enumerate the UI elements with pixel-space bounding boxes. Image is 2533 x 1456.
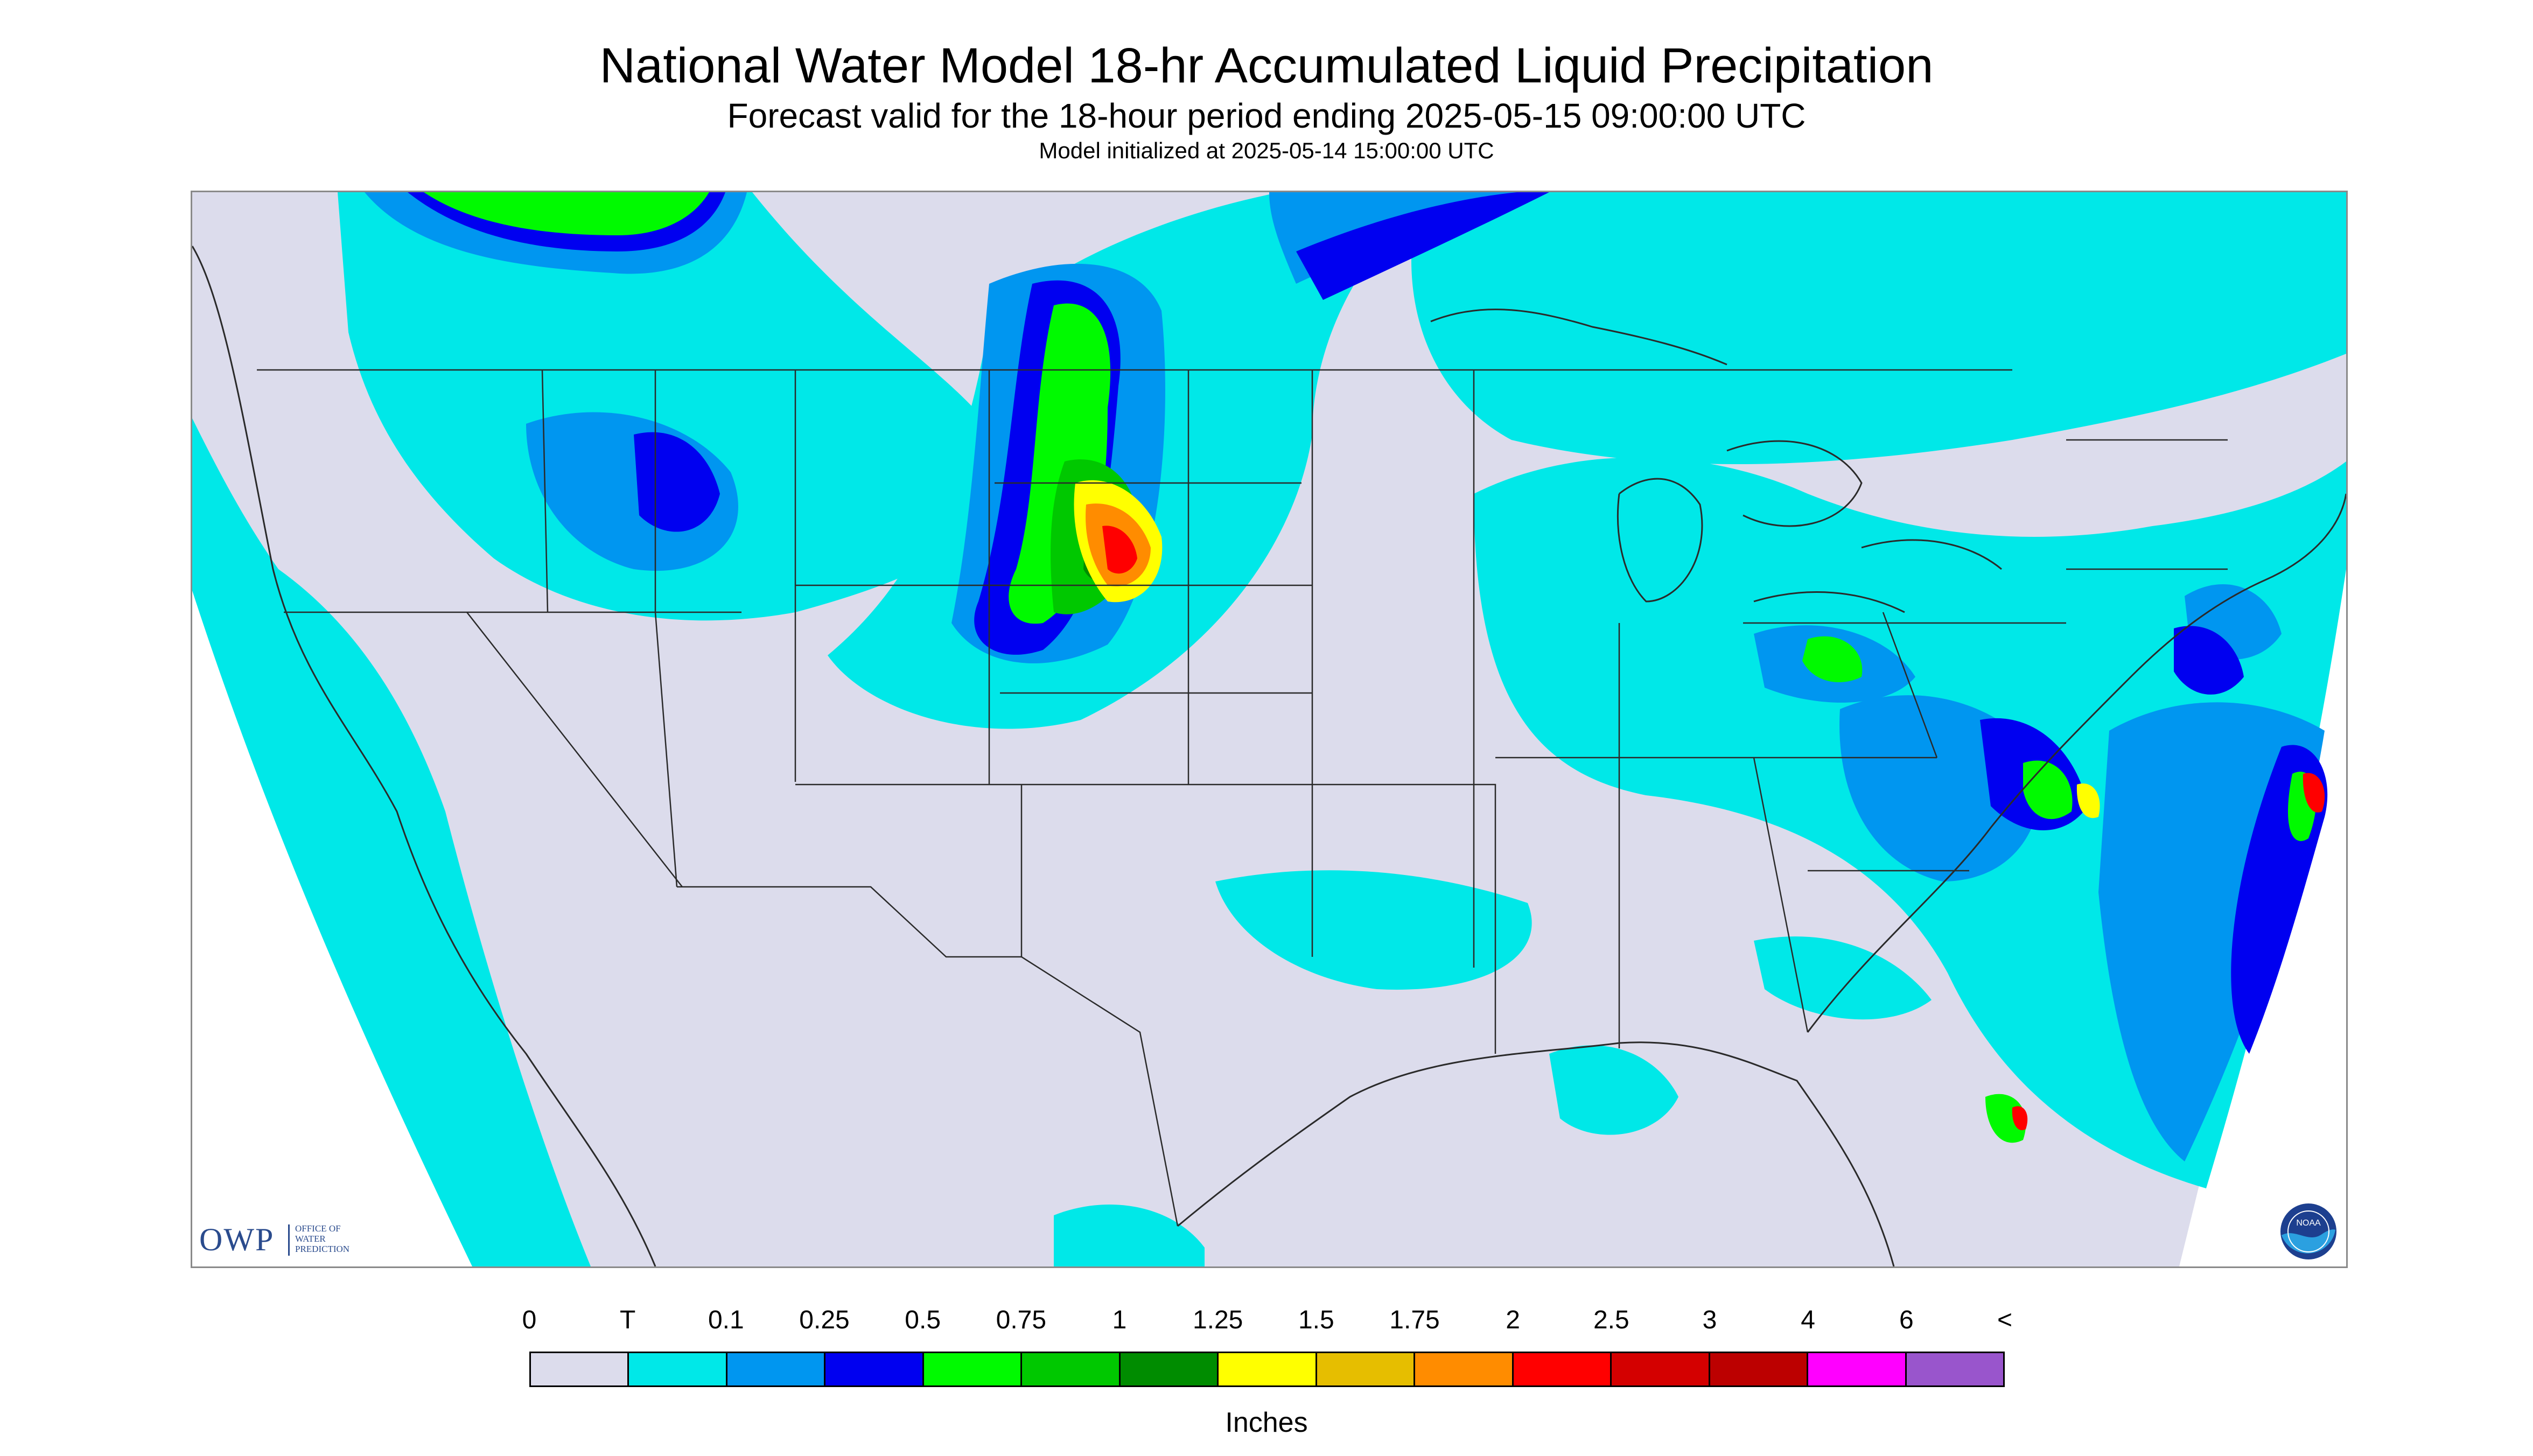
legend-tick-label: 1.5: [1298, 1306, 1334, 1334]
legend-swatch: [1120, 1353, 1219, 1385]
map-canvas: [192, 192, 2346, 1266]
legend-swatch: [923, 1353, 1023, 1385]
legend-swatch: [1219, 1353, 1317, 1385]
legend-tick-label: 0: [522, 1306, 537, 1334]
legend-tick-label: 2.5: [1593, 1306, 1629, 1334]
peak-precip-layer: [1074, 480, 2325, 1130]
legend-tick-label: 4: [1801, 1306, 1816, 1334]
legend-swatch: [1513, 1353, 1612, 1385]
legend-tick-label: 1: [1112, 1306, 1127, 1334]
legend-swatch: [1906, 1353, 2004, 1385]
legend-swatch: [727, 1353, 826, 1385]
legend-tick-label: <: [1997, 1306, 2013, 1334]
legend-tick-label: 0.5: [905, 1306, 941, 1334]
legend-swatch: [1808, 1353, 1907, 1385]
legend-swatch: [629, 1353, 727, 1385]
legend-tick-label: T: [619, 1306, 636, 1334]
color-scale-legend: [529, 1352, 2005, 1387]
owp-logo-divider: [288, 1224, 290, 1256]
noaa-logo-text: NOAA: [2296, 1219, 2321, 1228]
legend-units: Inches: [1225, 1407, 1308, 1438]
legend-swatch: [825, 1353, 924, 1385]
legend-tick-label: 2: [1506, 1306, 1521, 1334]
owp-logo-text: OFFICE OF WATER PREDICTION: [295, 1223, 350, 1254]
legend-tick-label: 0.25: [799, 1306, 850, 1334]
legend-swatch: [1022, 1353, 1121, 1385]
precipitation-map: [191, 191, 2348, 1268]
state-boundaries: [257, 369, 2228, 1227]
noaa-logo-icon: NOAA: [2280, 1203, 2336, 1259]
legend-tick-label: 1.75: [1389, 1306, 1440, 1334]
legend-swatch: [531, 1353, 629, 1385]
legend-tick-label: 0.75: [996, 1306, 1047, 1334]
legend-tick-label: 3: [1702, 1306, 1717, 1334]
legend-tick-label: 0.1: [708, 1306, 744, 1334]
legend-swatch: [1710, 1353, 1809, 1385]
legend-swatch: [1415, 1353, 1514, 1385]
coastlines: [192, 246, 2346, 1266]
model-init-line: Model initialized at 2025-05-14 15:00:00…: [1039, 138, 1494, 163]
owp-logo-mark: OWP: [199, 1222, 275, 1257]
map-subtitle: Forecast valid for the 18-hour period en…: [727, 96, 1806, 135]
map-title: National Water Model 18-hr Accumulated L…: [599, 38, 1934, 93]
legend-tick-label: 6: [1899, 1306, 1914, 1334]
legend-swatch: [1317, 1353, 1416, 1385]
legend-tick-label: 1.25: [1192, 1306, 1243, 1334]
legend-swatch: [1612, 1353, 1710, 1385]
